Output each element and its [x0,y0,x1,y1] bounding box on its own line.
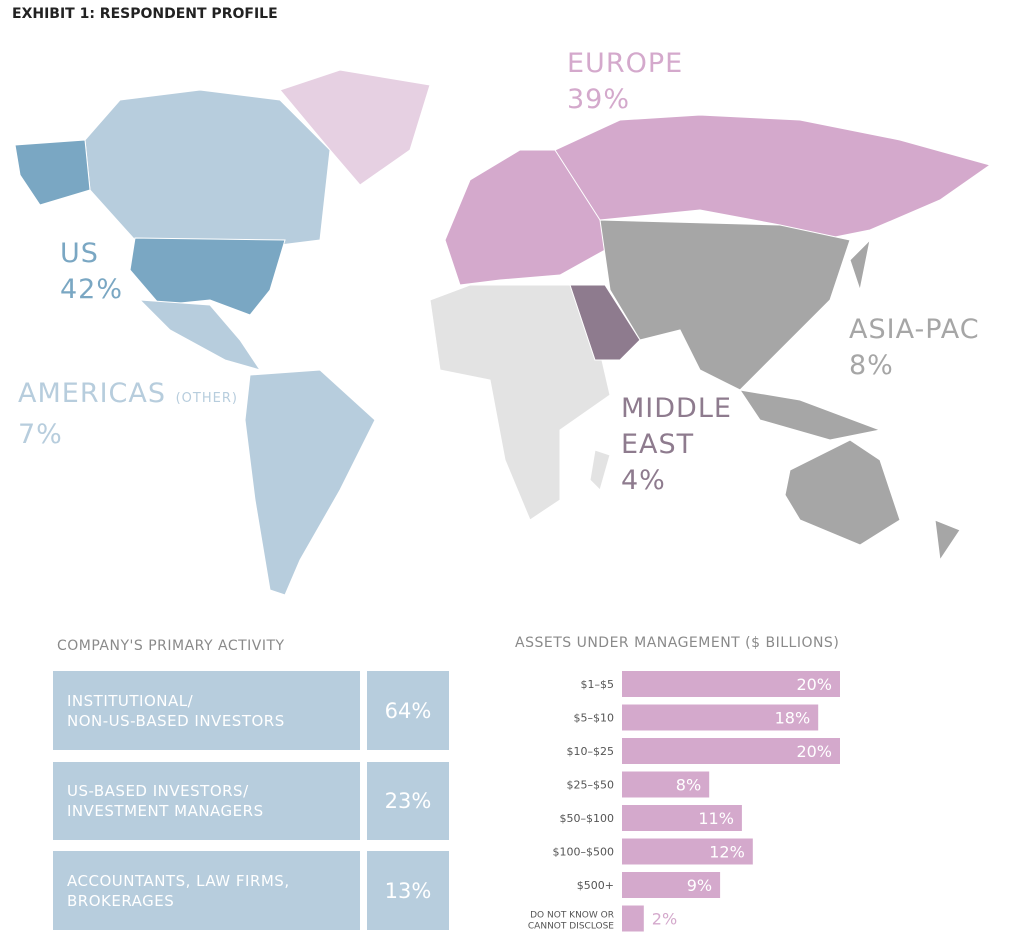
japan [849,238,871,292]
canada [84,89,331,246]
bar [622,838,753,865]
russia [554,114,992,241]
region-note: (OTHER) [175,391,238,406]
chart-title: ASSETS UNDER MANAGEMENT ($ BILLIONS) [515,635,839,651]
activity-share: 23% [367,762,449,840]
activity-share: 64% [367,671,449,750]
australia [784,439,901,546]
value-label: 9% [687,876,712,895]
category-label: $1–$5 [581,678,615,691]
region-label: AMERICAS (OTHER) 7% [18,376,238,453]
southeast-asia [738,389,882,441]
world-map [14,69,992,596]
value-label: 11% [698,809,734,828]
activity-share: 13% [367,851,449,930]
middle-east [569,284,641,361]
region-name: AMERICAS [18,378,167,409]
alaska [14,139,91,206]
bar [622,671,840,697]
value-label: 12% [709,843,745,862]
region-share: 4% [621,465,666,496]
region-label: US 42% [60,236,123,308]
activity-label: US-BASED INVESTORS/ INVESTMENT MANAGERS [53,762,360,840]
value-label: 2% [652,910,677,929]
greenland [279,69,431,186]
bar [622,704,819,731]
activity-title: COMPANY'S PRIMARY ACTIVITY [57,638,285,654]
bar [622,738,840,764]
activity-label: ACCOUNTANTS, LAW FIRMS, BROKERAGES [53,851,360,930]
region-share: 42% [60,274,124,305]
category-label: $50–$100 [560,812,615,825]
value-label: 20% [796,742,832,761]
bar [622,771,710,798]
central-america [138,299,262,371]
region-name: US [60,238,99,269]
madagascar [589,449,611,491]
new-zealand [934,519,961,562]
region-share: 8% [849,350,894,381]
asia [599,219,851,391]
category-label: $100–$500 [553,846,615,859]
africa [429,284,611,521]
value-label: 18% [775,709,811,728]
bar [622,872,721,898]
region-share: 39% [567,84,631,115]
bar [622,805,742,831]
category-label: DO NOT KNOW OR CANNOT DISCLOSE [528,911,614,932]
category-label: $500+ [577,879,614,892]
region-label: EUROPE 39% [567,46,683,118]
south-america [244,369,376,596]
activity-label: INSTITUTIONAL/ NON-US-BASED INVESTORS [53,671,360,750]
value-label: 8% [676,776,701,795]
region-label: MIDDLE EAST 4% [621,391,732,499]
usa [129,237,286,316]
region-label: ASIA-PAC 8% [849,312,980,384]
category-line: CANNOT DISCLOSE [528,922,614,932]
region-name: ASIA-PAC [849,314,980,345]
category-line: DO NOT KNOW OR [530,911,614,921]
region-name: MIDDLE EAST [621,393,732,460]
bar [622,905,644,932]
category-label: $5–$10 [574,712,615,725]
category-label: $25–$50 [567,779,615,792]
category-label: $10–$25 [567,745,615,758]
title: EXHIBIT 1: RESPONDENT PROFILE [12,6,278,22]
region-share: 7% [18,419,63,450]
value-label: 20% [796,675,832,694]
region-name: EUROPE [567,48,684,79]
aum-chart: ASSETS UNDER MANAGEMENT ($ BILLIONS) 20%… [515,635,840,932]
